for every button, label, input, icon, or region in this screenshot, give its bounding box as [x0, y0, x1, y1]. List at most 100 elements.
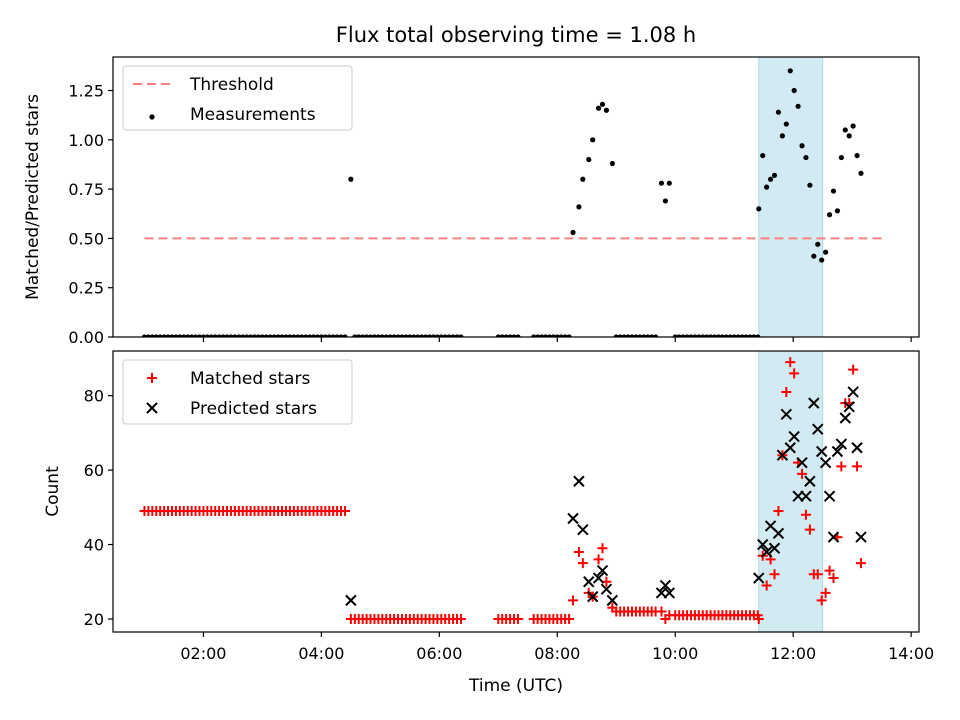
legend-label: Predicted stars: [190, 399, 317, 419]
measurement-point: [680, 334, 686, 337]
measurement-point: [542, 334, 549, 337]
predicted-point: [573, 475, 585, 487]
measurement-point: [775, 109, 782, 115]
measurement-point: [330, 334, 336, 337]
x-tick-label: 14:00: [888, 644, 934, 663]
measurement-point: [407, 334, 413, 337]
x-tick-label: 10:00: [652, 644, 698, 663]
predicted-point: [823, 490, 836, 502]
measurement-point: [263, 334, 269, 337]
measurement-point: [303, 334, 309, 337]
predicted-point: [784, 442, 796, 454]
predicted-point: [800, 490, 812, 502]
measurement-point: [446, 334, 452, 337]
predicted-point: [577, 523, 589, 536]
measurement-point: [652, 334, 659, 337]
count-panel: 20 40 60 80 02:00 04:00 06:00 08:00 10:00 12:00 14…: [43, 350, 934, 696]
measurement-point: [348, 176, 354, 182]
measurement-point: [507, 334, 513, 337]
measurement-point: [580, 176, 586, 182]
measurement-point: [287, 334, 293, 337]
y-tick-label: 40: [84, 536, 104, 555]
measurement-point: [216, 334, 222, 337]
matched-point: [785, 357, 796, 368]
matched-point: [512, 613, 523, 624]
predicted-point: [586, 590, 599, 603]
measurement-point: [356, 334, 362, 337]
measurement-point: [318, 334, 324, 337]
measurement-point: [442, 334, 448, 337]
measurement-point: [815, 241, 821, 247]
predicted-point: [788, 430, 800, 443]
measurement-point: [807, 182, 813, 188]
matched-point: [577, 558, 588, 569]
matched-point: [812, 569, 823, 580]
matched-point: [797, 468, 808, 479]
measurement-point: [149, 334, 155, 337]
legend-label: Measurements: [190, 105, 316, 125]
measurement-point: [595, 105, 602, 111]
measurement-point: [700, 334, 706, 337]
measurement-point: [783, 121, 789, 127]
measurement-point: [352, 334, 358, 337]
measurement-point: [145, 334, 151, 337]
measurement-point: [672, 334, 678, 337]
measurement-point: [842, 127, 848, 133]
measurement-point: [613, 334, 619, 337]
legend: Threshold Measurements: [122, 65, 353, 131]
matched-point: [773, 506, 784, 517]
measurement-point: [826, 212, 833, 218]
measurement-point: [379, 334, 385, 337]
matched-point: [789, 368, 800, 379]
measurement-point: [743, 334, 749, 337]
measurement-point: [747, 334, 753, 337]
measurement-point: [666, 180, 672, 186]
measurement-point: [141, 334, 148, 337]
measurement-point: [723, 334, 729, 337]
predicted-point: [567, 512, 579, 525]
measurement-point: [535, 334, 541, 337]
measurement-point: [255, 334, 262, 337]
measurement-point: [326, 334, 332, 337]
predicted-point: [659, 579, 672, 592]
measurement-point: [625, 334, 631, 337]
measurement-point: [422, 334, 429, 337]
predicted-point: [753, 572, 765, 584]
measurement-point: [558, 334, 564, 337]
measurement-point: [531, 334, 537, 337]
measurement-point: [495, 334, 501, 337]
matched-point: [820, 587, 831, 598]
y-tick-label: 1.00: [68, 131, 104, 150]
measurement-point: [220, 334, 226, 337]
predicted-point: [757, 538, 769, 551]
matched-point: [824, 565, 835, 576]
measurement-point: [562, 334, 568, 337]
measurement-point: [803, 154, 809, 161]
measurement-point: [830, 188, 837, 194]
predicted-point: [796, 456, 808, 469]
predicted-point: [847, 386, 859, 398]
predicted-point: [808, 397, 820, 409]
predicted-point: [855, 531, 867, 543]
measurement-point: [503, 334, 509, 337]
measurement-point: [731, 334, 737, 337]
measurement-point: [403, 334, 409, 337]
measurement-point: [850, 123, 856, 129]
predicted-point: [600, 583, 613, 595]
measurement-point: [692, 334, 698, 337]
measurement-point: [823, 249, 829, 255]
matched-point: [836, 461, 847, 472]
predicted-point: [835, 438, 848, 450]
measurement-point: [310, 334, 317, 337]
measurement-point: [756, 206, 762, 212]
measurement-point: [411, 334, 417, 337]
measurement-point: [711, 334, 718, 337]
measurement-point: [173, 334, 179, 337]
predicted-point: [345, 594, 357, 607]
measurement-point: [228, 334, 234, 337]
measurement-point: [771, 172, 778, 178]
chart-title: Flux total observing time = 1.08 h: [336, 23, 696, 47]
measurement-point: [629, 334, 635, 337]
measurement-point: [838, 154, 844, 161]
measurement-point: [430, 334, 437, 337]
